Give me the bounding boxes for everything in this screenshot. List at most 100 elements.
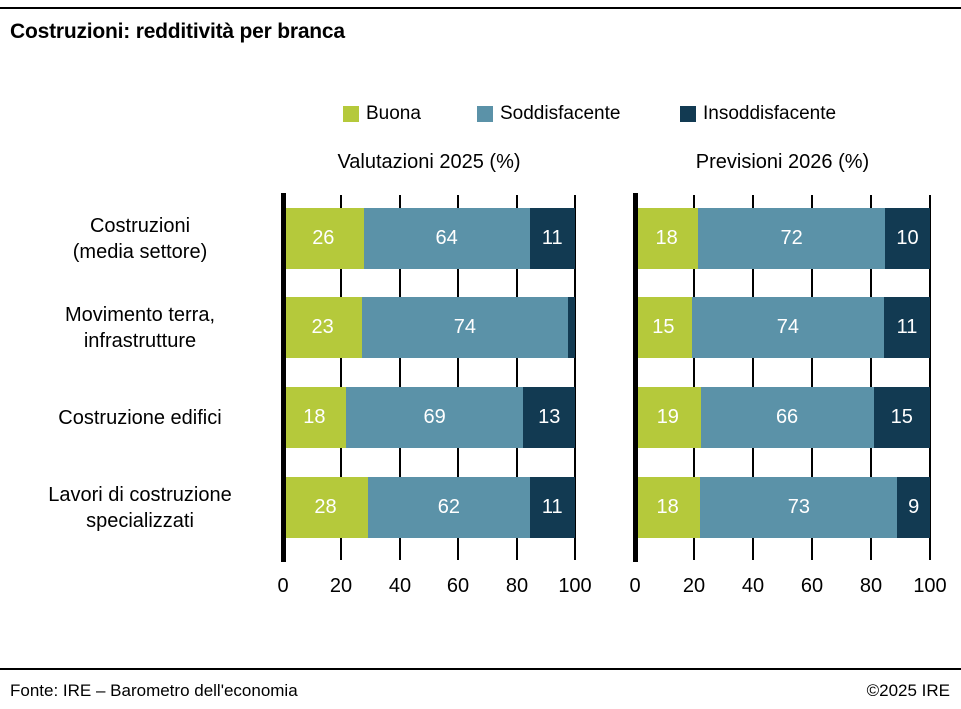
stacked-bar-row-3: 18 73 9 (635, 477, 931, 538)
bar-value-label: 73 (787, 496, 810, 518)
panel-header-valutazioni-2025: Valutazioni 2025 (%) (337, 151, 521, 173)
bar-value-label: 11 (896, 316, 918, 338)
bar-value-label: 72 (780, 227, 803, 249)
bar-segment-buona: 18 (283, 387, 346, 448)
bar-segment-buona: 19 (635, 387, 701, 448)
x-tick-label-0: 0 (277, 575, 289, 597)
gridline-x40 (399, 195, 401, 560)
y-axis-line (633, 193, 638, 562)
x-tick-label-0: 0 (629, 575, 641, 597)
stacked-bar-row-0: 26 64 11 (283, 208, 575, 269)
bar-value-label: 11 (541, 227, 563, 249)
bar-segment-soddisfacente: 64 (363, 208, 530, 269)
bar-value-label: 26 (312, 227, 335, 249)
gridline-x20 (693, 195, 695, 560)
bar-segment-buona: 28 (283, 477, 369, 538)
bar-value-label: 10 (896, 227, 919, 249)
bar-value-label: 64 (435, 227, 458, 249)
bar-value-label: 23 (311, 316, 334, 338)
legend-label-insoddisfacente: Insoddisfacente (703, 103, 837, 124)
bar-segment-soddisfacente: 72 (698, 208, 885, 269)
legend-label-soddisfacente: Soddisfacente (500, 103, 621, 124)
x-tick-label-60: 60 (446, 575, 470, 597)
bar-value-label: 74 (776, 316, 799, 338)
category-label-2: Costruzione edifici (58, 406, 222, 429)
bar-value-label: 74 (453, 316, 476, 338)
bar-segment-insoddisfacente: 11 (529, 477, 575, 538)
bar-value-label: 18 (656, 496, 679, 518)
stacked-bar-row-0: 18 72 10 (635, 208, 930, 269)
bar-segment-insoddisfacente: 10 (884, 208, 930, 269)
footer-source: Fonte: IRE – Barometro dell'economia (10, 681, 298, 700)
gridline-x60 (457, 195, 459, 560)
bar-segment-buona: 23 (283, 297, 363, 358)
chart-panel-previsioni-2026: 0 20 40 60 80 100 18 72 10 15 74 11 19 66 15 18 73 9 (629, 193, 947, 597)
x-tick-label-20: 20 (682, 575, 706, 597)
legend-swatch-insoddisfacente (680, 106, 696, 122)
panel-header-previsioni-2026: Previsioni 2026 (%) (695, 151, 870, 173)
bar-segment-soddisfacente: 62 (368, 477, 530, 538)
category-label-1: Movimento terra, infrastrutture (64, 303, 216, 352)
gridline-x60 (811, 195, 813, 560)
stacked-bar-row-2: 18 69 13 (283, 387, 575, 448)
bar-segment-insoddisfacente (567, 297, 575, 358)
legend-swatch-soddisfacente (477, 106, 493, 122)
y-axis-line (281, 193, 286, 562)
bar-segment-insoddisfacente: 11 (883, 297, 930, 358)
bar-value-label: 9 (908, 496, 920, 518)
bar-value-label: 15 (652, 316, 675, 338)
category-label-3: Lavori di costruzione specializzati (48, 483, 232, 532)
bar-value-label: 11 (541, 496, 563, 518)
bar-value-label: 62 (437, 496, 460, 518)
gridline-x100 (929, 195, 931, 560)
gridline-x40 (752, 195, 754, 560)
bar-value-label: 15 (890, 406, 913, 428)
page-title: Costruzioni: redditività per branca (10, 20, 345, 43)
bar-segment-insoddisfacente: 11 (529, 208, 575, 269)
gridline-x100 (574, 195, 576, 560)
stacked-bar-row-1: 23 74 (283, 297, 575, 358)
x-tick-label-80: 80 (505, 575, 529, 597)
bar-segment-buona: 18 (635, 208, 699, 269)
bar-segment-insoddisfacente: 9 (897, 477, 931, 538)
legend-item-buona: Buona (343, 103, 421, 125)
bar-segment-insoddisfacente: 13 (523, 387, 575, 448)
bar-value-label: 18 (655, 227, 678, 249)
x-tick-label-100: 100 (913, 575, 947, 597)
stacked-bar-row-3: 28 62 11 (283, 477, 575, 538)
stacked-bar-row-2: 19 66 15 (635, 387, 930, 448)
bar-segment-soddisfacente: 66 (700, 387, 874, 448)
bar-segment-buona: 26 (283, 208, 364, 269)
x-tick-label-40: 40 (741, 575, 765, 597)
category-label-0: Costruzioni (media settore) (72, 214, 208, 263)
gridline-x80 (870, 195, 872, 560)
bar-value-label: 19 (656, 406, 679, 428)
top-divider (0, 7, 961, 9)
bar-segment-insoddisfacente: 15 (873, 387, 930, 448)
legend-item-soddisfacente: Soddisfacente (477, 103, 620, 125)
legend-label-buona: Buona (366, 103, 421, 124)
bar-segment-soddisfacente: 74 (691, 297, 884, 358)
gridline-x80 (516, 195, 518, 560)
bar-segment-soddisfacente: 69 (345, 387, 524, 448)
bar-segment-buona: 15 (635, 297, 692, 358)
x-tick-label-80: 80 (859, 575, 883, 597)
x-tick-label-60: 60 (800, 575, 824, 597)
bar-value-label: 28 (314, 496, 337, 518)
bar-segment-soddisfacente: 74 (362, 297, 568, 358)
legend-item-insoddisfacente: Insoddisfacente (680, 103, 836, 125)
legend-swatch-buona (343, 106, 359, 122)
x-tick-label-100: 100 (558, 575, 592, 597)
stacked-bar-row-1: 15 74 11 (635, 297, 930, 358)
bar-segment-soddisfacente: 73 (700, 477, 898, 538)
bar-value-label: 18 (303, 406, 326, 428)
x-tick-label-20: 20 (329, 575, 353, 597)
footer-divider (0, 668, 961, 670)
bar-value-label: 69 (423, 406, 446, 428)
x-tick-label-40: 40 (388, 575, 412, 597)
bar-value-label: 13 (538, 406, 561, 428)
bar-value-label: 66 (775, 406, 799, 428)
bar-segment-buona: 18 (635, 477, 701, 538)
chart-panel-valutazioni-2025: 0 20 40 60 80 100 26 64 11 23 74 18 69 13 28 62 11 (277, 193, 592, 597)
footer-copyright: ©2025 IRE (866, 681, 950, 700)
